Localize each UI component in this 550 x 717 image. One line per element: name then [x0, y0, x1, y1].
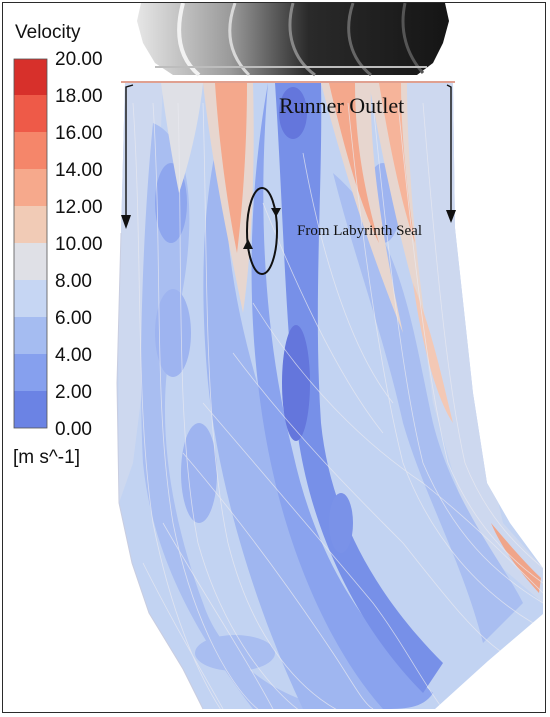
legend-tick-20: 20.00: [55, 49, 103, 70]
recirculation-vortex-icon: [243, 187, 281, 275]
legend-tick-12: 12.00: [55, 197, 103, 218]
streamlines: [132, 102, 543, 709]
legend-unit: [m s^-1]: [13, 447, 80, 468]
draft-tube-field: [117, 83, 543, 709]
legend-tick-10: 10.00: [55, 234, 103, 255]
legend-tick-4: 4.00: [55, 345, 92, 366]
velocity-contour-plot: [13, 3, 543, 710]
legend-swatch-8: [14, 132, 47, 169]
legend-tick-2: 2.00: [55, 382, 92, 403]
legend-swatch-2: [14, 354, 47, 391]
velocity-color-legend: [13, 58, 48, 429]
legend-tick-0: 0.00: [55, 419, 92, 440]
legend-tick-8: 8.00: [55, 271, 92, 292]
legend-tick-14: 14.00: [55, 160, 103, 181]
runner: [137, 3, 449, 77]
runner-outlet-label: Runner Outlet: [279, 93, 405, 118]
legend-tick-16: 16.00: [55, 123, 103, 144]
legend-swatch-7: [14, 169, 47, 206]
legend-swatch-4: [14, 280, 47, 317]
legend-tick-6: 6.00: [55, 308, 92, 329]
labyrinth-seal-label: From Labyrinth Seal: [297, 223, 422, 239]
labyrinth-leakage-arrows: [121, 84, 456, 229]
legend-swatch-1: [14, 391, 47, 428]
legend-swatch-3: [14, 317, 47, 354]
legend-title: Velocity: [15, 22, 81, 43]
legend-swatch-6: [14, 206, 47, 243]
legend-tick-18: 18.00: [55, 86, 103, 107]
legend-swatch-5: [14, 243, 47, 280]
legend-swatch-9: [14, 95, 47, 132]
legend-swatch-10: [14, 59, 47, 95]
